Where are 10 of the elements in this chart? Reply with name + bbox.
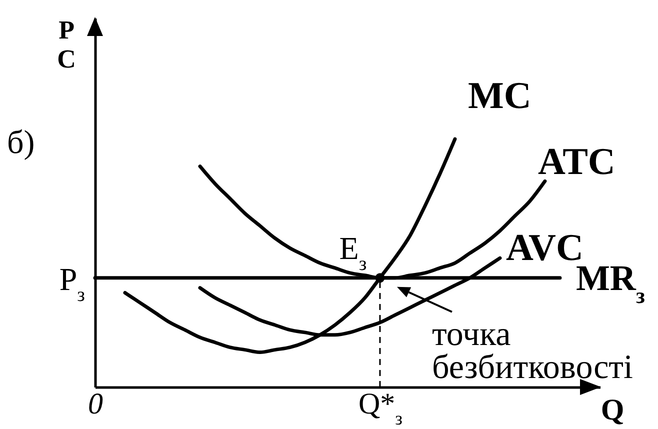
x-tick-label: Q*$_{з}$ [358, 388, 402, 429]
series-label: MC [468, 75, 532, 118]
y-axis-title: P C [57, 16, 76, 74]
chart-title: б) [7, 125, 35, 161]
text: P$_{з}$ [59, 261, 86, 306]
series-label: E$_{з}$ [339, 230, 367, 275]
x-tick-label: 0 [88, 388, 103, 420]
series-label: ATC [538, 141, 616, 184]
annotation: точка безбитковості [432, 316, 633, 386]
x-axis-title: Q [600, 394, 624, 426]
